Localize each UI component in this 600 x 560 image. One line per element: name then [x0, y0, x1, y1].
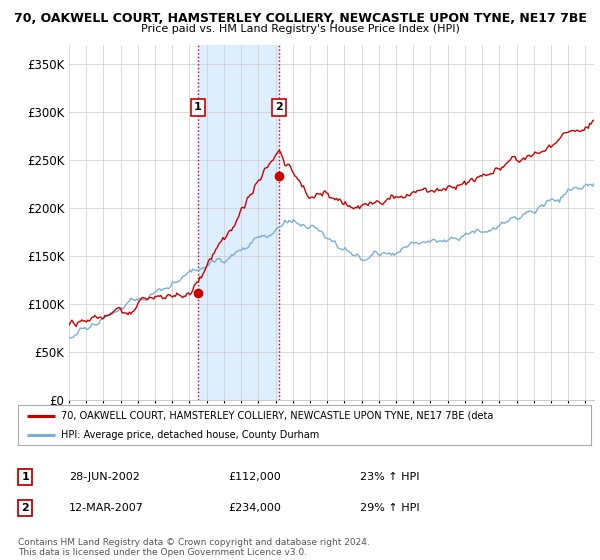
Bar — [198, 45, 279, 400]
Text: 23% ↑ HPI: 23% ↑ HPI — [360, 472, 419, 482]
Text: 28-JUN-2002: 28-JUN-2002 — [69, 472, 140, 482]
Text: 29% ↑ HPI: 29% ↑ HPI — [360, 503, 419, 513]
Text: 2: 2 — [22, 503, 29, 513]
Text: 2: 2 — [275, 102, 283, 112]
Text: £234,000: £234,000 — [228, 503, 281, 513]
Text: Price paid vs. HM Land Registry's House Price Index (HPI): Price paid vs. HM Land Registry's House … — [140, 24, 460, 34]
Text: HPI: Average price, detached house, County Durham: HPI: Average price, detached house, Coun… — [61, 430, 319, 440]
Text: 70, OAKWELL COURT, HAMSTERLEY COLLIERY, NEWCASTLE UPON TYNE, NE17 7BE: 70, OAKWELL COURT, HAMSTERLEY COLLIERY, … — [14, 12, 586, 25]
Text: 12-MAR-2007: 12-MAR-2007 — [69, 503, 144, 513]
Text: Contains HM Land Registry data © Crown copyright and database right 2024.
This d: Contains HM Land Registry data © Crown c… — [18, 538, 370, 557]
Text: 70, OAKWELL COURT, HAMSTERLEY COLLIERY, NEWCASTLE UPON TYNE, NE17 7BE (deta: 70, OAKWELL COURT, HAMSTERLEY COLLIERY, … — [61, 411, 493, 421]
Text: £112,000: £112,000 — [228, 472, 281, 482]
Text: 1: 1 — [194, 102, 202, 112]
Text: 1: 1 — [22, 472, 29, 482]
